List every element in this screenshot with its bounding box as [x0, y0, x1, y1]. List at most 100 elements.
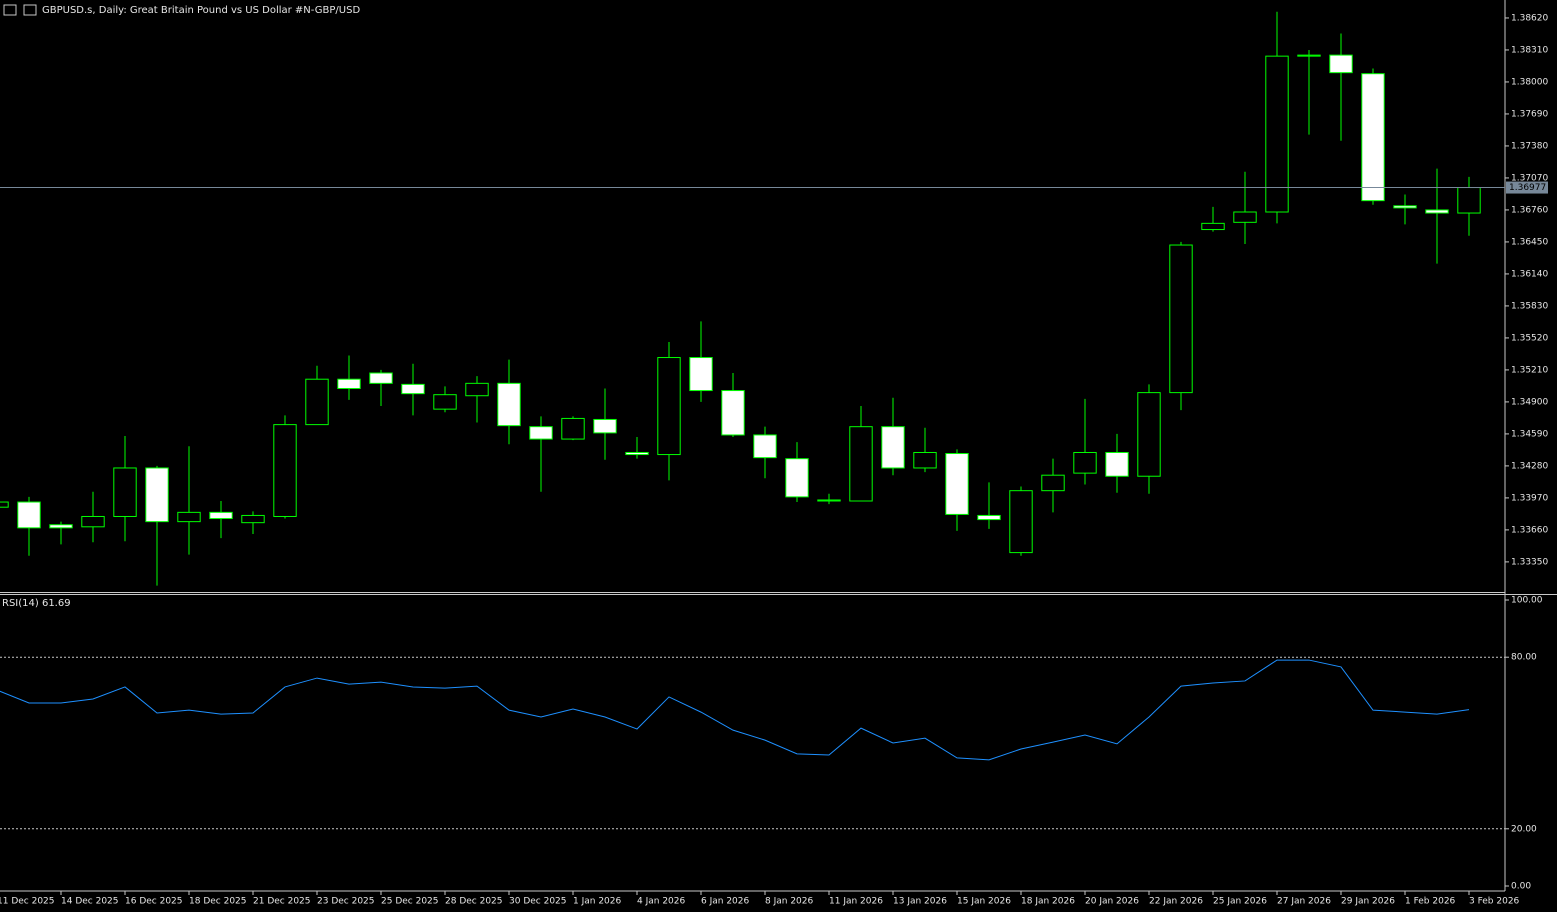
candle-body: [529, 426, 553, 440]
y-tick-label: 1.34280: [1511, 461, 1548, 471]
x-tick-label: 27 Jan 2026: [1277, 897, 1331, 907]
y-tick-label: 1.36450: [1511, 237, 1548, 247]
y-tick-label: 1.37070: [1511, 173, 1548, 183]
chart-title: GBPUSD.s, Daily: Great Britain Pound vs …: [42, 5, 360, 16]
icon: [3, 4, 17, 16]
candle-body: [401, 383, 425, 395]
y-tick-label: 1.36760: [1511, 205, 1548, 215]
symbol-icons: [3, 4, 37, 16]
candle-body: [817, 499, 841, 502]
x-tick-label: 16 Dec 2025: [125, 897, 183, 907]
candle-body: [657, 357, 681, 456]
candle-body: [561, 417, 585, 440]
x-tick-label: 25 Dec 2025: [381, 897, 439, 907]
y-tick-label: 1.34900: [1511, 397, 1548, 407]
candle-body: [1169, 244, 1193, 394]
x-tick-label: 21 Dec 2025: [253, 897, 311, 907]
x-tick-label: 11 Dec 2025: [0, 897, 55, 907]
candle-body: [49, 524, 73, 529]
candle-body: [1457, 187, 1481, 214]
candle-body: [1201, 222, 1225, 231]
y-tick-label: 1.34590: [1511, 429, 1548, 439]
y-tick-label: 0.00: [1511, 881, 1531, 891]
x-tick-label: 18 Jan 2026: [1021, 897, 1075, 907]
candle-body: [849, 426, 873, 502]
candle-body: [881, 426, 905, 469]
candle-body: [0, 501, 9, 508]
candle-body: [209, 511, 233, 520]
candle-body: [1393, 205, 1417, 209]
candle-body: [913, 451, 937, 469]
x-tick-label: 18 Dec 2025: [189, 897, 247, 907]
x-tick-label: 13 Jan 2026: [893, 897, 947, 907]
y-tick-label: 1.35830: [1511, 301, 1548, 311]
candle-body: [625, 451, 649, 456]
candle-body: [1297, 54, 1321, 57]
x-tick-label: 28 Dec 2025: [445, 897, 503, 907]
y-tick-label: 1.33660: [1511, 525, 1548, 535]
x-tick-label: 1 Jan 2026: [573, 897, 621, 907]
x-tick-label: 3 Feb 2026: [1469, 897, 1520, 907]
candle-body: [433, 394, 457, 410]
x-tick-label: 29 Jan 2026: [1341, 897, 1395, 907]
icon: [23, 4, 37, 16]
y-tick-label: 1.37380: [1511, 141, 1548, 151]
candle-body: [753, 434, 777, 459]
y-tick-label: 1.33970: [1511, 493, 1548, 503]
candle-body: [177, 511, 201, 523]
y-tick-label: 1.36140: [1511, 269, 1548, 279]
price-label: 1.36977: [1509, 183, 1546, 193]
candle-body: [1233, 211, 1257, 223]
candle-body: [1265, 55, 1289, 213]
x-tick-label: 30 Dec 2025: [509, 897, 567, 907]
y-tick-label: 1.35520: [1511, 333, 1548, 343]
candle-body: [337, 378, 361, 389]
x-tick-label: 6 Jan 2026: [701, 897, 749, 907]
candle-body: [113, 467, 137, 517]
candle-body: [497, 382, 521, 427]
candle-body: [145, 467, 169, 523]
candle-body: [1137, 392, 1161, 477]
candle-body: [785, 458, 809, 498]
x-tick-label: 14 Dec 2025: [61, 897, 119, 907]
candle-body: [369, 372, 393, 384]
candle-body: [1361, 73, 1385, 202]
x-tick-label: 15 Jan 2026: [957, 897, 1011, 907]
x-tick-label: 22 Jan 2026: [1149, 897, 1203, 907]
candle-body: [1425, 209, 1449, 214]
y-tick-label: 100.00: [1511, 596, 1543, 606]
x-tick-label: 4 Jan 2026: [637, 897, 685, 907]
candle-body: [241, 514, 265, 524]
candle-body: [593, 418, 617, 434]
candle-body: [81, 515, 105, 528]
candle-body: [1329, 54, 1353, 74]
indicator-title: RSI(14) 61.69: [2, 598, 71, 609]
candle-body: [1041, 474, 1065, 492]
rsi-line: [0, 659, 1470, 761]
y-tick-label: 1.35210: [1511, 365, 1548, 375]
x-tick-label: 25 Jan 2026: [1213, 897, 1267, 907]
y-tick-label: 1.38000: [1511, 77, 1548, 87]
candle-body: [273, 424, 297, 517]
x-tick-label: 11 Jan 2026: [829, 897, 883, 907]
y-tick-label: 1.33350: [1511, 557, 1548, 567]
candle-body: [305, 378, 329, 426]
x-tick-label: 23 Dec 2025: [317, 897, 375, 907]
candle-body: [945, 453, 969, 515]
x-tick-label: 8 Jan 2026: [765, 897, 813, 907]
y-tick-label: 1.38310: [1511, 45, 1548, 55]
y-tick-label: 1.37690: [1511, 109, 1548, 119]
y-tick-label: 80.00: [1511, 653, 1537, 663]
candle-body: [17, 501, 41, 529]
candle-body: [977, 514, 1001, 521]
x-tick-label: 20 Jan 2026: [1085, 897, 1139, 907]
price-label-box: [1506, 181, 1548, 194]
candle-body: [1073, 451, 1097, 474]
y-tick-label: 20.00: [1511, 824, 1537, 834]
candle-body: [1105, 451, 1129, 477]
candle-body: [689, 357, 713, 392]
candle-body: [1009, 490, 1033, 554]
